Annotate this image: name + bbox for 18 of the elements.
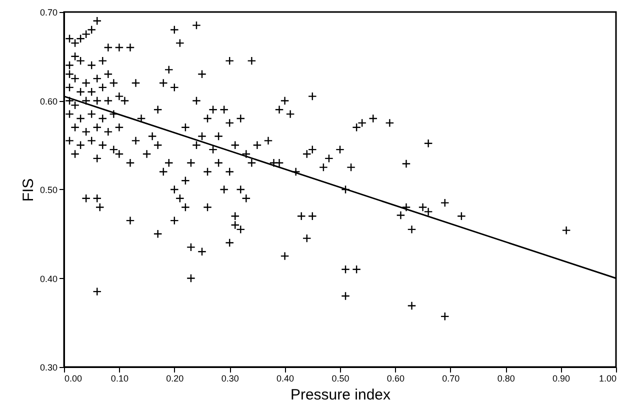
y-tick-label: 0.40 — [40, 274, 58, 284]
x-tick-label: 0.90 — [552, 374, 570, 384]
x-tick-label: 0.00 — [64, 374, 82, 384]
y-tick-label: 0.70 — [40, 8, 58, 18]
x-tick-label: 0.80 — [497, 374, 515, 384]
x-axis-title: Pressure index — [290, 386, 392, 404]
y-tick-label: 0.60 — [40, 96, 58, 106]
y-axis-title: FIS — [20, 178, 37, 202]
x-tick-label: 0.40 — [276, 374, 294, 384]
y-tick-label: 0.50 — [40, 185, 58, 195]
x-tick-label: 1.00 — [598, 374, 616, 384]
x-tick-label: 0.10 — [110, 374, 128, 384]
y-tick-label: 0.30 — [40, 362, 58, 372]
x-tick-label: 0.60 — [386, 374, 404, 384]
x-tick-label: 0.30 — [221, 374, 239, 384]
x-tick-label: 0.20 — [166, 374, 184, 384]
x-tick-label: 0.50 — [332, 374, 350, 384]
x-tick-label: 0.70 — [442, 374, 460, 384]
